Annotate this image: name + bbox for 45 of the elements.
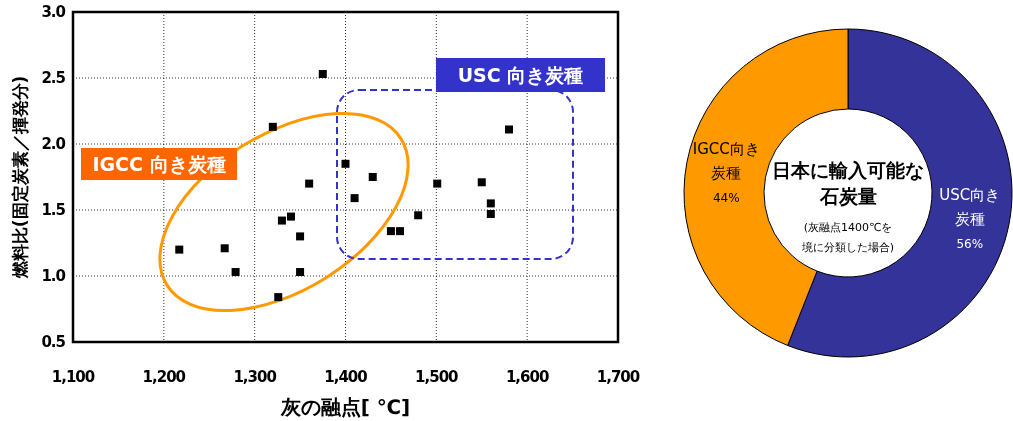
point: [175, 245, 184, 254]
slice-label: IGCC向き炭種: [692, 139, 760, 182]
point: [486, 209, 495, 218]
text: 日本に輸入可能な石炭量: [772, 159, 924, 207]
point: [287, 212, 295, 221]
point: [386, 227, 395, 236]
x-tick-label: 1,300: [233, 368, 277, 386]
y-tick-label: 3.0: [41, 3, 66, 21]
point: [318, 70, 327, 79]
y-tick-label: 0.5: [41, 333, 66, 351]
x-tick-label: 1,700: [596, 368, 640, 386]
point: [486, 199, 495, 208]
point: [277, 216, 286, 225]
data-label: 56%: [956, 237, 984, 252]
x-tick-label: 1,600: [505, 368, 549, 386]
annotation: USC 向き炭種: [457, 64, 584, 86]
point: [296, 232, 305, 241]
x-tick-label: 1,500: [415, 368, 459, 386]
slice-label: USC向き炭種: [939, 186, 1001, 229]
y-tick-label: 1.5: [41, 201, 66, 219]
point: [274, 293, 283, 302]
point: [341, 159, 350, 168]
y-axis-title: 燃料比(固定炭素／揮発分): [10, 75, 30, 280]
y-tick-label: 2.0: [41, 135, 66, 153]
point: [414, 211, 423, 220]
point: [296, 268, 305, 277]
point: [231, 268, 240, 277]
x-tick-label: 1,200: [142, 368, 186, 386]
annotation: IGCC 向き炭種: [92, 153, 226, 175]
point: [477, 178, 486, 187]
point: [350, 194, 359, 203]
y-tick-label: 2.5: [41, 69, 66, 87]
point: [305, 179, 314, 188]
x-tick-label: 1,400: [324, 368, 368, 386]
point: [433, 179, 442, 188]
x-tick-label: 1,100: [51, 368, 95, 386]
x-axis-title: 灰の融点[ ℃]: [279, 395, 411, 419]
point: [268, 122, 277, 131]
point: [396, 227, 404, 236]
point: [505, 125, 513, 134]
point: [220, 244, 229, 253]
point: [368, 173, 377, 181]
y-tick-label: 1.0: [41, 267, 66, 285]
text: (灰融点1400℃を境に分類した場合): [800, 221, 895, 254]
data-label: 44%: [712, 190, 740, 205]
